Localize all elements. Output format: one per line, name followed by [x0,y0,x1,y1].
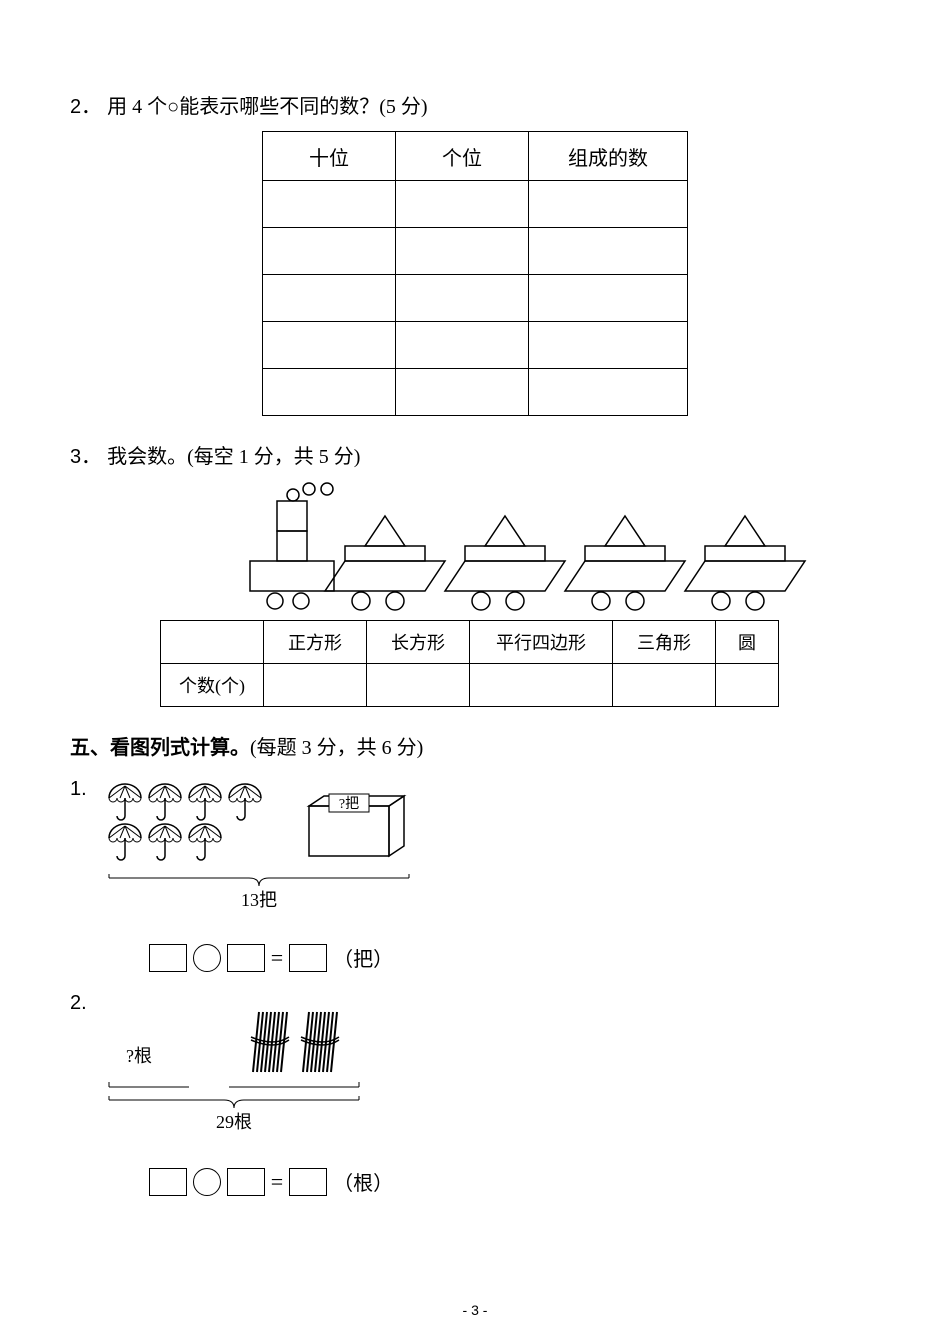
blank-box [149,944,187,972]
q3-col-square: 正方形 [264,621,367,664]
q3-number: 3． [70,446,101,468]
section-5-rest: (每题 3 分，共 6 分) [250,737,423,759]
item-1: 1. ?把 13把 = （把） [70,778,880,972]
item-1-number: 1. [70,778,87,801]
section-5-title: 五、看图列式计算。(每题 3 分，共 6 分) [70,731,880,760]
item-1-unit: （把） [333,943,393,972]
table-row [263,181,688,228]
svg-text:29根: 29根 [216,1112,252,1132]
item-2-equation: = （根） [149,1167,419,1196]
blank-box [289,1168,327,1196]
item-2-unit: （根） [333,1167,393,1196]
table-row [263,228,688,275]
q2-number: 2． [70,96,101,118]
svg-text:?根: ?根 [126,1046,152,1066]
q3-col-para: 平行四边形 [470,621,613,664]
q2-table: 十位 个位 组成的数 [262,131,688,416]
q3-col-tri: 三角形 [613,621,716,664]
q2-col-ones: 个位 [396,132,529,181]
page-number: - 3 - [0,1302,950,1318]
q2-col-result: 组成的数 [529,132,688,181]
q2-col-tens: 十位 [263,132,396,181]
item-2-number: 2. [70,992,87,1015]
blank-box [227,1168,265,1196]
section-5-bold: 五、看图列式计算。 [70,737,250,759]
q3-blank-header [161,621,264,664]
q3-text: 我会数。(每空 1 分，共 5 分) [107,446,360,468]
q2-text: 用 4 个○能表示哪些不同的数？(5 分) [107,96,427,118]
item-2-figure: ?根 29根 [99,992,419,1152]
table-row [263,275,688,322]
q3-row-label: 个数(个) [161,664,264,707]
blank-box [149,1168,187,1196]
q3-col-rect: 长方形 [367,621,470,664]
blank-box [289,944,327,972]
svg-text:?把: ?把 [339,796,359,812]
svg-text:13把: 13把 [241,890,277,910]
blank-circle [193,944,221,972]
blank-circle [193,1168,221,1196]
q3-table: 正方形 长方形 平行四边形 三角形 圆 个数(个) [160,620,779,707]
table-row: 个数(个) [161,664,779,707]
q3-shapes-figure [125,481,825,616]
item-2: 2. ?根 29根 = （根） [70,992,880,1196]
item-1-equation: = （把） [149,943,419,972]
item-1-figure: ?把 13把 [99,778,419,928]
table-row [263,369,688,416]
question-2: 2． 用 4 个○能表示哪些不同的数？(5 分) [70,90,880,119]
blank-box [227,944,265,972]
q3-col-circle: 圆 [716,621,779,664]
equals-sign: = [271,1169,283,1195]
question-3: 3． 我会数。(每空 1 分，共 5 分) [70,440,880,469]
table-row [263,322,688,369]
equals-sign: = [271,945,283,971]
